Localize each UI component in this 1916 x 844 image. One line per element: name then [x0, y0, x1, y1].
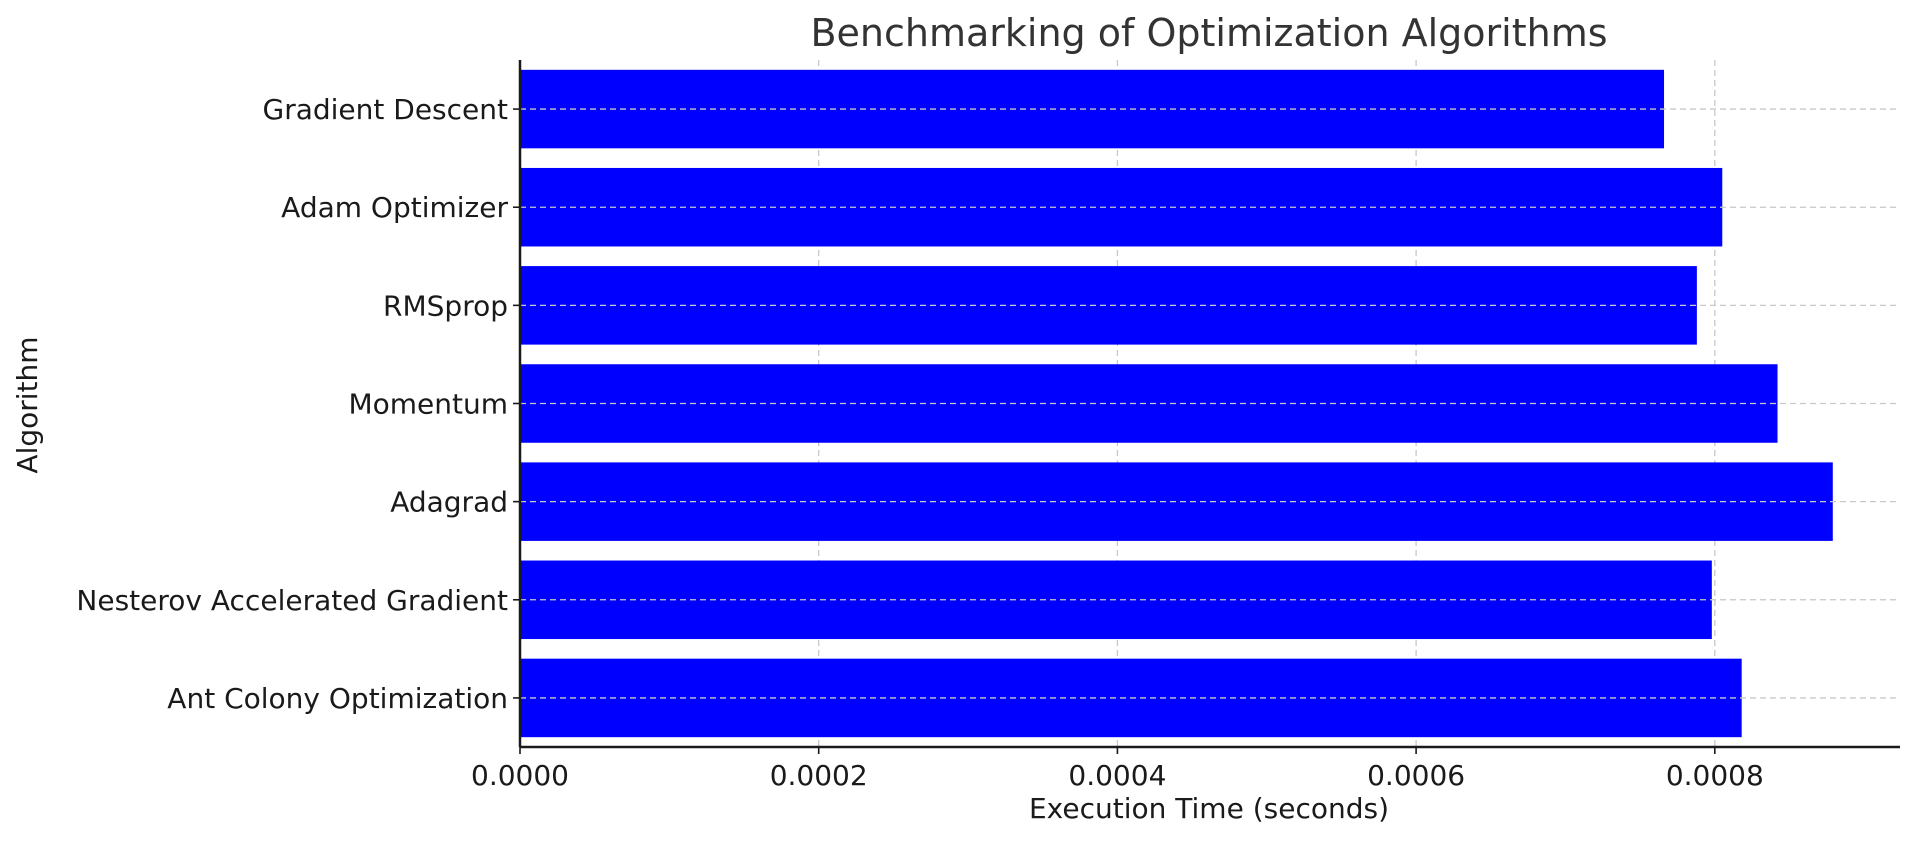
x-tick-label: 0.0006: [1367, 759, 1465, 792]
y-tick-label: Gradient Descent: [263, 93, 509, 126]
y-tick-label: Momentum: [348, 388, 508, 421]
y-tick-label: Nesterov Accelerated Gradient: [76, 584, 508, 617]
x-tick-labels: 0.0000 0.0002 0.0004 0.0006 0.0008: [471, 747, 1764, 792]
y-tick-labels: Gradient Descent Adam Optimizer RMSprop Mom…: [76, 93, 520, 715]
y-tick-label: Ant Colony Optimization: [167, 682, 508, 715]
x-tick-label: 0.0004: [1068, 759, 1166, 792]
horizontal-grid-lines: [520, 108, 1900, 699]
x-tick-label: 0.0000: [471, 759, 569, 792]
chart-title: Benchmarking of Optimization Algorithms: [810, 11, 1607, 55]
x-tick-label: 0.0002: [770, 759, 868, 792]
bar: [520, 364, 1778, 443]
y-tick-label: Adagrad: [390, 486, 508, 519]
y-tick-label: RMSprop: [383, 289, 508, 322]
y-axis-label: Algorithm: [11, 336, 44, 473]
x-tick-label: 0.0008: [1666, 759, 1764, 792]
x-axis-label: Execution Time (seconds): [1029, 792, 1389, 825]
y-tick-label: Adam Optimizer: [281, 191, 508, 224]
